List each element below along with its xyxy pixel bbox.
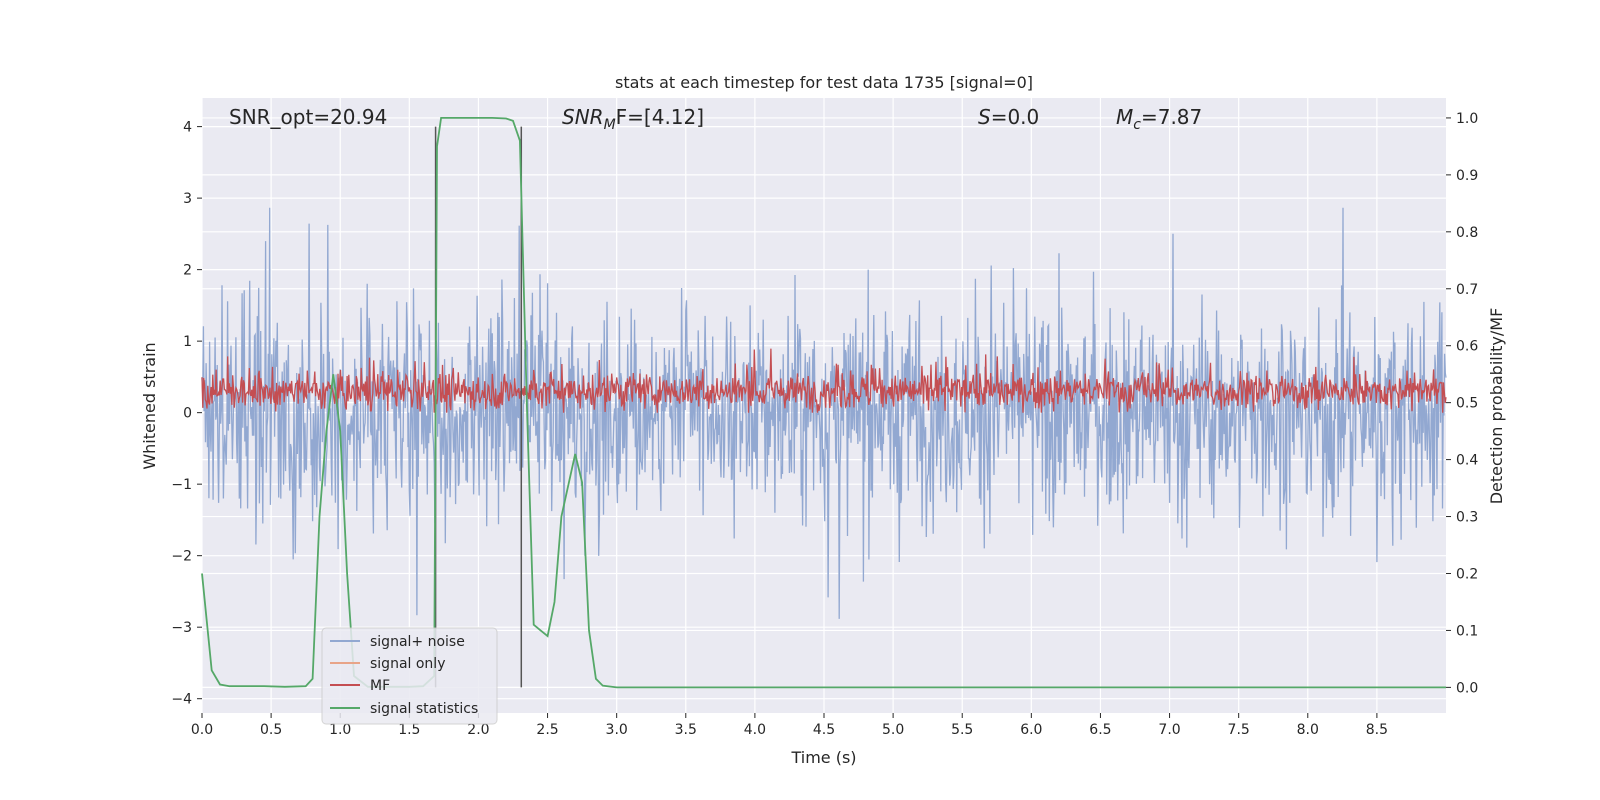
x-tick-label: 1.0 — [329, 722, 351, 738]
y2-tick-label: 0.9 — [1456, 168, 1478, 184]
annotation-snr-mf-rest: F=[4.12] — [616, 105, 704, 129]
y-axis-ticks: 4 3 2 1 0 −1 −2 −3 −4 — [171, 120, 202, 708]
chart-title: stats at each timestep for test data 173… — [615, 73, 1033, 92]
mf-series — [201, 348, 1447, 413]
x-tick-label: 3.0 — [606, 722, 628, 738]
annotation-mc-rest: =7.87 — [1141, 105, 1202, 129]
y2-tick-label: 0.1 — [1456, 623, 1478, 639]
annotation-mc: Mc=7.87 — [1116, 105, 1202, 133]
y2-axis-ticks: 1.0 0.9 0.8 0.7 0.6 0.5 0.4 0.3 0.2 0.1 0.0 — [1446, 111, 1478, 696]
legend-item: signal+ noise — [330, 634, 465, 650]
x-tick-label: 0.0 — [191, 722, 213, 738]
annotation-snr-mf-main: SNR — [562, 105, 604, 129]
x-axis-label: Time (s) — [790, 748, 856, 767]
annotation-snr-mf-sub: M — [604, 117, 616, 133]
signal-statistics-line — [201, 117, 1446, 689]
y-tick-label: −1 — [171, 477, 192, 493]
legend-label-signal-only: signal only — [370, 656, 445, 672]
y2-tick-label: 0.4 — [1456, 453, 1478, 469]
y-tick-label: 0 — [183, 406, 192, 422]
annotation-s-main: S — [978, 105, 991, 129]
y2-tick-label: 0.8 — [1456, 225, 1478, 241]
x-axis-ticks: 0.0 0.5 1.0 1.5 2.0 2.5 3.0 3.5 4.0 4.5 5.0 5.5 6.0 6… — [191, 713, 1388, 738]
y-tick-label: 1 — [183, 334, 192, 350]
y-tick-label: −2 — [171, 549, 192, 565]
x-tick-label: 2.5 — [536, 722, 558, 738]
y-tick-label: 2 — [183, 263, 192, 279]
x-tick-label: 3.5 — [675, 722, 697, 738]
annotation-s-rest: =0.0 — [991, 105, 1040, 129]
y2-tick-label: 0.5 — [1456, 396, 1478, 412]
mf-line — [201, 348, 1447, 413]
legend: signal+ noise signal only MF signal stat… — [321, 627, 498, 725]
y2-tick-label: 0.2 — [1456, 566, 1478, 582]
legend-label-signal-noise: signal+ noise — [370, 634, 465, 650]
annotation-mc-main: M — [1116, 105, 1133, 129]
x-tick-label: 5.0 — [882, 722, 904, 738]
y-tick-label: −4 — [171, 692, 192, 708]
x-tick-label: 7.5 — [1228, 722, 1250, 738]
x-tick-label: 4.0 — [744, 722, 766, 738]
x-tick-label: 1.5 — [398, 722, 420, 738]
x-tick-label: 8.5 — [1366, 722, 1388, 738]
y2-tick-label: 1.0 — [1456, 111, 1478, 127]
x-tick-label: 4.5 — [813, 722, 835, 738]
y2-tick-label: 0.6 — [1456, 339, 1478, 355]
annotation-mc-sub: c — [1133, 117, 1141, 133]
y-axis-label: Whitened strain — [140, 342, 159, 469]
x-tick-label: 0.5 — [260, 722, 282, 738]
annotation-snr-mf: SNRMF=[4.12] — [562, 105, 704, 133]
legend-box — [321, 627, 498, 725]
legend-label-signal-statistics: signal statistics — [370, 701, 478, 717]
y2-axis-label: Detection probability/MF — [1487, 308, 1506, 505]
x-tick-label: 6.5 — [1089, 722, 1111, 738]
x-tick-label: 8.0 — [1297, 722, 1319, 738]
y-tick-label: −3 — [171, 620, 192, 636]
legend-item: signal statistics — [330, 701, 478, 717]
y2-tick-label: 0.0 — [1456, 680, 1478, 696]
y2-tick-label: 0.3 — [1456, 510, 1478, 526]
x-tick-label: 6.0 — [1020, 722, 1042, 738]
x-tick-label: 7.0 — [1158, 722, 1180, 738]
annotation-snr-opt: SNR_opt=20.94 — [229, 105, 387, 129]
x-tick-label: 2.0 — [467, 722, 489, 738]
legend-item: signal only — [330, 656, 445, 672]
grid-lines — [201, 98, 1446, 713]
legend-label-mf: MF — [370, 678, 390, 694]
annotation-s: S=0.0 — [978, 105, 1039, 129]
legend-item: MF — [330, 678, 390, 694]
y-tick-label: 3 — [183, 191, 192, 207]
y-tick-label: 4 — [183, 120, 192, 136]
signal-statistics-series — [201, 117, 1446, 689]
y2-tick-label: 0.7 — [1456, 282, 1478, 298]
x-tick-label: 5.5 — [951, 722, 973, 738]
